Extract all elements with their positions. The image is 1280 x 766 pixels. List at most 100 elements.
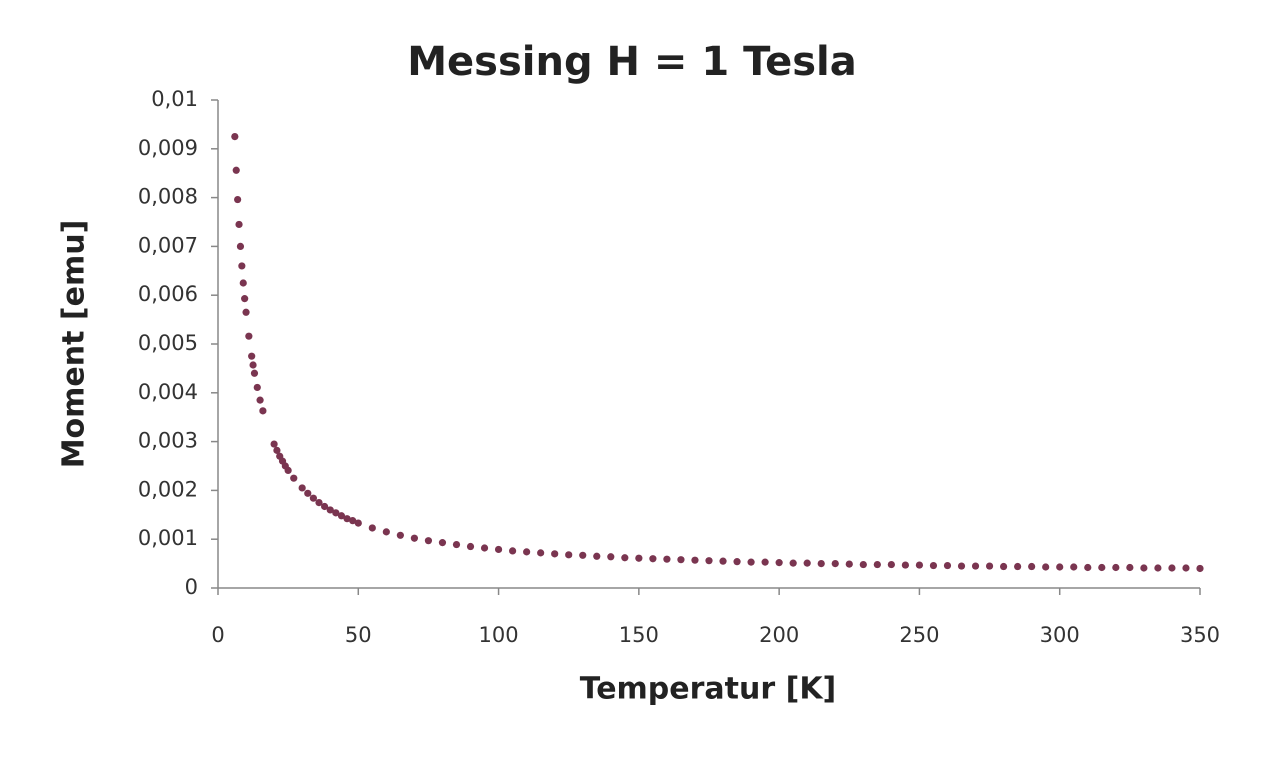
data-point bbox=[452, 540, 461, 549]
data-point bbox=[343, 515, 351, 523]
data-point bbox=[915, 561, 924, 569]
data-point bbox=[284, 466, 292, 474]
data-point bbox=[438, 539, 447, 547]
data-point bbox=[337, 512, 346, 520]
data-point bbox=[649, 555, 657, 563]
data-point bbox=[273, 446, 281, 454]
data-point bbox=[1028, 562, 1036, 571]
data-point bbox=[368, 524, 376, 532]
data-point bbox=[236, 242, 245, 250]
y-tick-label: 0,01 bbox=[151, 87, 198, 111]
data-point bbox=[480, 544, 489, 552]
data-point bbox=[494, 545, 503, 554]
data-point bbox=[579, 551, 587, 559]
data-point bbox=[315, 499, 323, 507]
data-point bbox=[235, 220, 243, 229]
chart-title: Messing H = 1 Tesla bbox=[407, 39, 857, 85]
data-point bbox=[705, 557, 713, 565]
data-point bbox=[253, 383, 261, 392]
data-point bbox=[1182, 564, 1190, 572]
data-point bbox=[249, 361, 257, 369]
data-point bbox=[719, 557, 727, 565]
data-point bbox=[1112, 563, 1120, 572]
x-tick-label: 100 bbox=[479, 623, 519, 647]
data-point bbox=[259, 407, 267, 415]
data-point bbox=[1126, 563, 1134, 572]
data-point bbox=[901, 561, 910, 569]
data-point bbox=[1196, 564, 1204, 573]
data-point bbox=[565, 551, 573, 559]
data-point bbox=[663, 555, 671, 563]
data-point bbox=[1014, 562, 1022, 571]
y-tick-label: 0,006 bbox=[138, 282, 198, 306]
x-tick-label: 350 bbox=[1180, 623, 1220, 647]
data-point bbox=[298, 484, 306, 492]
x-tick-label: 50 bbox=[345, 623, 372, 647]
data-point bbox=[304, 489, 312, 497]
y-tick-label: 0,008 bbox=[138, 185, 198, 209]
x-tick-label: 200 bbox=[759, 623, 799, 647]
data-point bbox=[859, 560, 867, 569]
data-point bbox=[332, 509, 340, 517]
data-point bbox=[508, 547, 517, 555]
data-point bbox=[733, 558, 741, 566]
data-point bbox=[957, 562, 966, 570]
data-point bbox=[349, 517, 357, 525]
data-point bbox=[1042, 563, 1050, 571]
data-point bbox=[1000, 562, 1008, 571]
data-point bbox=[845, 560, 853, 568]
data-point bbox=[290, 474, 298, 482]
data-point bbox=[234, 195, 242, 204]
data-point bbox=[593, 552, 601, 560]
data-point bbox=[691, 556, 699, 564]
data-point bbox=[1070, 563, 1078, 571]
data-point bbox=[232, 166, 240, 174]
data-point bbox=[256, 396, 264, 404]
data-point bbox=[1056, 563, 1064, 571]
y-tick-label: 0,005 bbox=[138, 331, 198, 355]
data-point bbox=[635, 554, 643, 562]
data-point bbox=[1098, 563, 1106, 572]
data-point bbox=[382, 528, 390, 536]
data-point bbox=[250, 369, 259, 377]
y-tick-label: 0,007 bbox=[138, 233, 198, 257]
data-point bbox=[239, 279, 247, 287]
data-point bbox=[943, 561, 952, 570]
y-tick-label: 0,002 bbox=[138, 477, 198, 501]
data-point bbox=[831, 560, 839, 568]
x-tick-label: 300 bbox=[1040, 623, 1080, 647]
data-point bbox=[677, 556, 685, 564]
data-point bbox=[1154, 564, 1162, 572]
data-point bbox=[887, 560, 895, 569]
data-point bbox=[466, 542, 475, 551]
data-point bbox=[424, 537, 433, 545]
data-point bbox=[321, 502, 329, 511]
data-point bbox=[789, 559, 797, 567]
data-point bbox=[245, 332, 253, 340]
data-point bbox=[761, 558, 769, 566]
data-point bbox=[354, 519, 362, 527]
x-tick-label: 0 bbox=[211, 623, 224, 647]
x-axis-label: Temperatur [K] bbox=[580, 672, 837, 707]
data-point bbox=[775, 559, 783, 567]
y-tick-label: 0 bbox=[185, 575, 198, 599]
data-point bbox=[410, 534, 418, 542]
data-point bbox=[747, 558, 755, 566]
y-tick-label: 0,009 bbox=[138, 136, 198, 160]
data-point bbox=[248, 352, 256, 360]
data-point bbox=[607, 553, 615, 561]
data-point bbox=[803, 559, 811, 567]
data-point bbox=[238, 262, 246, 270]
y-axis-label: Moment [emu] bbox=[57, 220, 92, 469]
y-tick-label: 0,001 bbox=[138, 526, 198, 550]
data-point bbox=[396, 531, 404, 539]
data-point bbox=[551, 550, 559, 558]
data-point bbox=[270, 440, 278, 448]
data-point bbox=[873, 560, 881, 569]
data-point bbox=[523, 548, 531, 556]
data-point bbox=[309, 494, 317, 502]
data-point bbox=[537, 549, 545, 557]
x-tick-label: 150 bbox=[619, 623, 659, 647]
data-point bbox=[326, 506, 334, 514]
